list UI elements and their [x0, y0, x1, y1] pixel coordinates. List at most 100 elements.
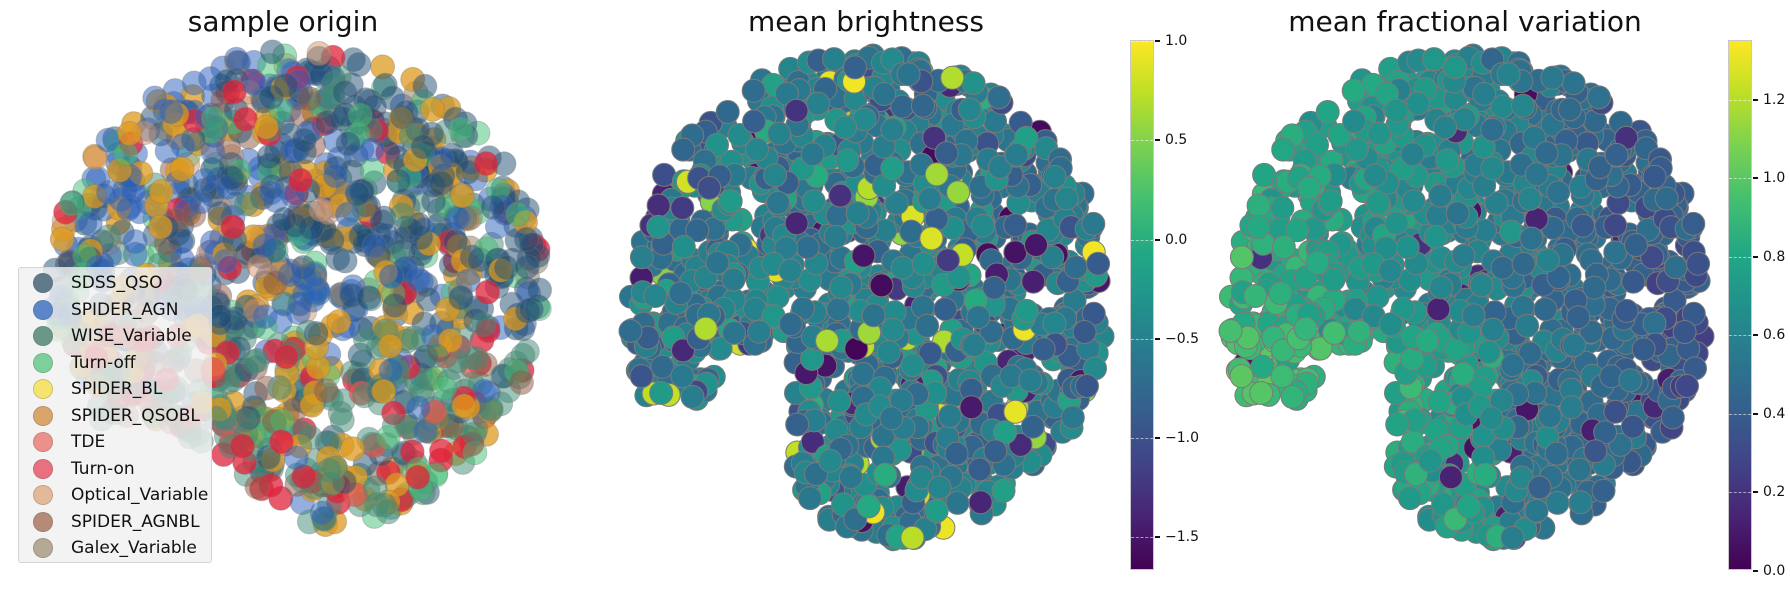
title-mean-fractional-variation: mean fractional variation — [1288, 5, 1642, 38]
scatter-point — [1003, 240, 1028, 265]
scatter-point — [1415, 328, 1440, 353]
scatter-point — [267, 375, 292, 401]
scatter-point — [1500, 353, 1525, 378]
scatter-point — [375, 499, 401, 525]
scatter-point — [671, 137, 696, 162]
scatter-point — [1435, 148, 1460, 173]
scatter-point — [1423, 224, 1448, 249]
legend-item: TDE — [19, 429, 211, 455]
legend-marker-icon — [33, 273, 53, 293]
scatter-point — [459, 244, 485, 270]
scatter-point — [1642, 164, 1667, 189]
scatter-point — [935, 248, 960, 273]
scatter-point — [685, 218, 710, 243]
scatter-point — [890, 255, 915, 280]
scatter-point — [1672, 320, 1697, 344]
scatter-point — [1546, 180, 1571, 205]
scatter-point — [1250, 354, 1275, 379]
scatter-point — [382, 293, 408, 318]
scatter-point — [1086, 251, 1111, 276]
scatter-point — [815, 328, 840, 353]
scatter-point — [1479, 406, 1504, 431]
scatter-point — [415, 286, 441, 312]
scatter-point — [919, 226, 944, 251]
scatter-point — [778, 258, 803, 283]
scatter-point — [940, 65, 965, 90]
scatter-point — [323, 163, 348, 189]
scatter-point — [306, 41, 332, 66]
scatter-point — [1271, 137, 1296, 162]
scatter-point — [927, 475, 952, 500]
scatter-point — [934, 141, 959, 166]
scatter-point — [968, 490, 993, 515]
scatter-point — [876, 340, 901, 364]
scatter-point — [911, 251, 936, 276]
scatter-point — [784, 98, 809, 123]
scatter-point — [670, 364, 695, 389]
scatter-point — [800, 142, 825, 167]
scatter-point — [763, 163, 788, 188]
scatter-point — [1429, 275, 1454, 300]
scatter-point — [1378, 312, 1403, 337]
scatter-point — [410, 134, 436, 160]
scatter-point — [1537, 404, 1562, 429]
scatter-point — [668, 281, 693, 306]
scatter-point — [372, 72, 398, 98]
scatter-point — [288, 167, 313, 193]
scatter-point — [359, 137, 385, 162]
legend-label: Optical_Variable — [71, 485, 209, 505]
scatter-point — [234, 191, 259, 217]
scatter-point — [1591, 478, 1616, 503]
scatter-point — [646, 214, 671, 239]
scatter-point — [1603, 399, 1628, 424]
legend-marker-icon — [33, 352, 53, 373]
scatter-point — [1427, 389, 1452, 414]
scatter-point — [650, 354, 675, 379]
scatter-point — [405, 395, 431, 421]
legend-label: SPIDER_AGN — [71, 299, 179, 320]
scatter-point — [169, 156, 195, 182]
legend-marker-icon — [33, 538, 53, 558]
scatter-point — [1686, 251, 1711, 276]
scatter-point — [629, 364, 654, 389]
scatter-point — [1246, 193, 1271, 218]
colorbar-tick-label: 1.0 — [1763, 170, 1786, 187]
scatter-point — [1544, 441, 1569, 466]
scatter-point — [856, 494, 881, 519]
scatter-point — [1398, 486, 1422, 511]
scatter-point — [1246, 214, 1271, 239]
scatter-point — [618, 319, 643, 343]
scatter-point — [147, 214, 173, 240]
scatter-point — [347, 102, 373, 128]
scatter-point — [822, 47, 846, 72]
scatter-point — [872, 82, 897, 106]
scatter-point — [899, 219, 924, 244]
scatter-point — [1527, 475, 1552, 500]
scatter-point — [448, 116, 474, 142]
scatter-point — [1075, 374, 1099, 398]
scatter-point — [1476, 340, 1501, 364]
scatter-point — [1322, 320, 1347, 345]
scatter-point — [148, 179, 174, 204]
scatter-point — [229, 433, 255, 459]
scatter-point — [1024, 233, 1048, 257]
scatter-point — [1480, 317, 1505, 342]
scatter-point — [1519, 226, 1544, 251]
scatter-point — [835, 148, 860, 173]
scatter-point — [1445, 201, 1470, 226]
colorbar-tick-label: 0.6 — [1763, 327, 1786, 344]
legend-item: SPIDER_AGNBL — [19, 509, 211, 535]
scatter-point — [258, 180, 284, 206]
scatter-point — [845, 201, 870, 226]
scatter-point — [1342, 109, 1367, 134]
scatter-point — [371, 378, 397, 404]
scatter-point — [838, 465, 863, 490]
scatter-point — [268, 429, 294, 455]
legend-marker-icon — [33, 405, 53, 426]
scatter-point — [745, 137, 769, 162]
scatter-point — [945, 490, 970, 515]
scatter-point — [1534, 141, 1559, 166]
scatter-point — [1583, 439, 1608, 464]
scatter-point — [1540, 65, 1565, 90]
scatter-point — [823, 224, 848, 249]
